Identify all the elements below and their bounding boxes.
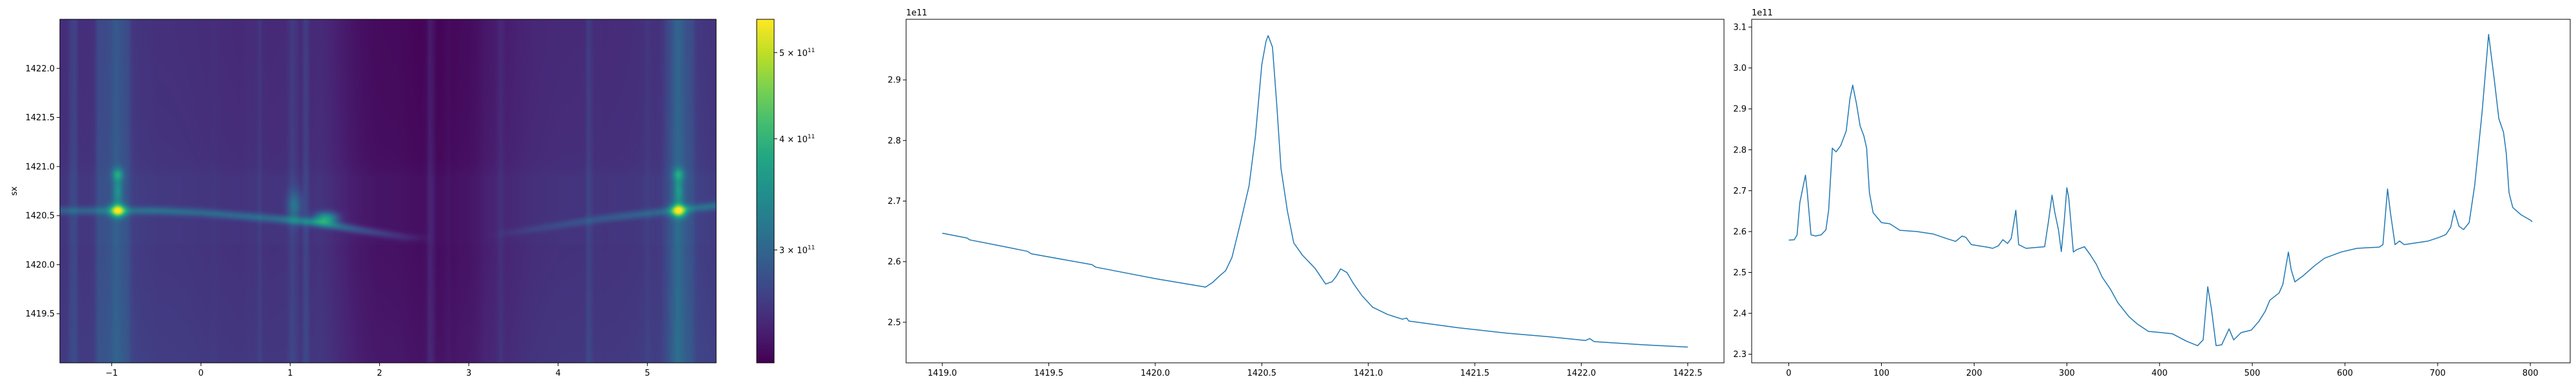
heatmap-xtick-label: −1 xyxy=(106,369,118,378)
plot2-series-line xyxy=(942,35,1688,348)
heatmap-xtick-label: 0 xyxy=(198,369,204,378)
heatmap-ytick-label: 1421.0 xyxy=(26,162,55,172)
plot3-ytick-label: 2.7 xyxy=(1733,187,1747,196)
plot3-axes-frame xyxy=(1751,19,2571,363)
plot2-xtick-label: 1422.5 xyxy=(1673,369,1703,378)
plot3-xtick-label: 200 xyxy=(1966,369,1982,378)
plot3-xtick-label: 700 xyxy=(2430,369,2446,378)
plot2-xtick-label: 1422.0 xyxy=(1567,369,1596,378)
heatmap-ytick-label: 1420.5 xyxy=(26,212,55,221)
plot2-offset-text: 1e11 xyxy=(906,8,927,18)
plot3-ytick-label: 2.5 xyxy=(1733,268,1747,278)
plot2-ytick-label: 2.8 xyxy=(887,136,901,146)
heatmap-ytick-label: 1422.0 xyxy=(26,64,55,74)
heatmap-ytick-label: 1420.0 xyxy=(26,261,55,270)
plot2-ytick-label: 2.5 xyxy=(887,318,901,327)
colorbar-tick-mantissa: 5 × 10 xyxy=(779,49,808,59)
plot3-ytick-label: 3.0 xyxy=(1733,64,1747,73)
plot2-xtick-label: 1420.5 xyxy=(1247,369,1277,378)
heatmap-xtick-label: 5 xyxy=(645,369,650,378)
plot3-series-line xyxy=(1788,33,2533,347)
colorbar-frame xyxy=(756,19,775,363)
plot3-ytick-label: 2.6 xyxy=(1733,227,1747,237)
colorbar-tick-label: 4 × 1011 xyxy=(779,134,815,145)
heatmap-xtick-label: 1 xyxy=(288,369,293,378)
heatmap-xtick-label: 4 xyxy=(555,369,560,378)
colorbar-tick-label: 3 × 1011 xyxy=(779,245,815,256)
plot2-xtick-label: 1419.0 xyxy=(927,369,957,378)
heatmap-ytick-label: 1421.5 xyxy=(26,113,55,123)
colorbar-tick-label: 5 × 1011 xyxy=(779,48,815,59)
plot3-ytick-label: 2.3 xyxy=(1733,350,1747,360)
heatmap-ylabel: sx xyxy=(10,186,19,196)
heatmap-ytick-label: 1419.5 xyxy=(26,309,55,319)
colorbar-tick-mantissa: 4 × 10 xyxy=(779,135,808,145)
plot3-ytick-label: 2.9 xyxy=(1733,105,1747,115)
plot2-xtick-label: 1420.0 xyxy=(1141,369,1170,378)
colorbar-tick-exponent: 11 xyxy=(808,134,815,140)
plot3-xtick-label: 300 xyxy=(2059,369,2075,378)
colorbar-tick-mantissa: 3 × 10 xyxy=(779,246,808,256)
plot3-offset-text: 1e11 xyxy=(1752,8,1773,18)
heatmap-image xyxy=(60,19,716,363)
plot3-xtick-label: 100 xyxy=(1873,369,1889,378)
plot2-xtick-label: 1421.5 xyxy=(1460,369,1490,378)
plot2-ytick-label: 2.7 xyxy=(887,197,901,207)
plot3-xtick-label: 400 xyxy=(2152,369,2168,378)
heatmap-xtick-label: 2 xyxy=(377,369,382,378)
plot3-xtick-label: 0 xyxy=(1786,369,1791,378)
plot2-ytick-label: 2.9 xyxy=(887,76,901,86)
colorbar-tick-exponent: 11 xyxy=(808,48,815,54)
colorbar-gradient xyxy=(757,19,774,363)
heatmap-axes-frame xyxy=(59,19,717,363)
plot3-xtick-label: 600 xyxy=(2337,369,2353,378)
plot2-xtick-label: 1419.5 xyxy=(1034,369,1064,378)
plot2-axes-frame xyxy=(905,19,1725,363)
plot3-ytick-label: 2.4 xyxy=(1733,309,1747,319)
heatmap-xtick-label: 3 xyxy=(466,369,471,378)
plot2-ytick-label: 2.6 xyxy=(887,257,901,267)
colorbar-tick-exponent: 11 xyxy=(808,245,815,252)
plot3-ytick-label: 3.1 xyxy=(1733,23,1747,33)
plot3-xtick-label: 800 xyxy=(2523,369,2539,378)
plot3-xtick-label: 500 xyxy=(2244,369,2260,378)
plot2-xtick-label: 1421.0 xyxy=(1354,369,1383,378)
plot3-ytick-label: 2.8 xyxy=(1733,145,1747,155)
